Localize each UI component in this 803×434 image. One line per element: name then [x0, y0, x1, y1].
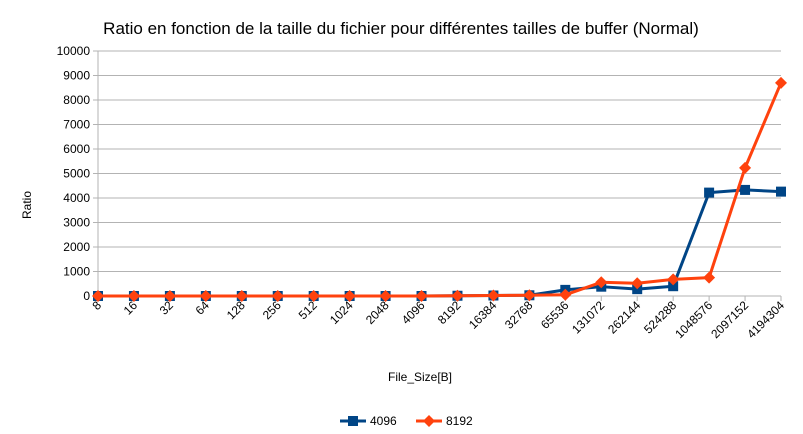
x-tick-label: 4194304 — [744, 298, 787, 341]
data-point-8192 — [235, 290, 248, 302]
data-point-8192 — [631, 277, 644, 290]
grid-lines — [93, 50, 781, 297]
data-point-8192 — [667, 273, 680, 286]
series-line-8192 — [98, 82, 783, 298]
chart-title: Ratio en fonction de la taille du fichie… — [103, 19, 699, 38]
legend: 4096 8192 — [340, 414, 473, 428]
x-tick-label: 512 — [296, 298, 320, 322]
x-tick-label: 1024 — [327, 298, 356, 327]
data-point-8192 — [451, 289, 464, 302]
x-axis-label: File_Size[B] — [388, 370, 452, 384]
legend-marker-8192 — [423, 415, 435, 427]
data-point-4096 — [740, 184, 751, 195]
y-tick-label: 7000 — [63, 118, 90, 132]
y-tick-label: 2000 — [63, 240, 90, 254]
x-tick-label: 262144 — [605, 298, 643, 336]
y-tick-label: 3000 — [63, 216, 90, 230]
data-point-8192 — [559, 288, 572, 301]
data-point-8192 — [523, 289, 536, 302]
data-point-8192 — [595, 276, 608, 289]
data-point-8192 — [415, 290, 428, 302]
legend-item-4096: 4096 — [340, 414, 397, 428]
x-tick-label: 256 — [260, 298, 284, 322]
data-point-8192 — [739, 161, 752, 174]
y-tick-label: 1000 — [63, 265, 90, 279]
x-tick-label: 65536 — [538, 298, 572, 332]
x-tick-label: 8192 — [435, 298, 464, 327]
y-axis-label: Ratio — [20, 191, 34, 219]
x-tick-label: 16384 — [466, 298, 500, 332]
data-point-8192 — [163, 290, 176, 302]
legend-marker-4096 — [348, 416, 358, 426]
x-tick-label: 131072 — [569, 298, 607, 336]
x-tick-label: 128 — [224, 298, 248, 322]
data-point-8192 — [775, 76, 787, 89]
legend-item-8192: 8192 — [416, 414, 473, 428]
y-tick-label: 5000 — [63, 167, 90, 181]
x-tick-labels: 8 16 32 64 128 256 512 1024 2048 4096 8192 16384 327… — [89, 298, 787, 341]
data-point-8192 — [271, 290, 284, 302]
data-point-8192 — [343, 290, 356, 302]
series-group — [92, 76, 787, 302]
series-8192 — [92, 76, 787, 302]
data-point-8192 — [307, 290, 320, 302]
data-point-4096 — [704, 187, 715, 198]
y-tick-label: 8000 — [63, 93, 90, 107]
y-tick-labels: 0 1000 2000 3000 4000 5000 6000 7000 8000 9000 100… — [57, 44, 91, 303]
x-tick-label: 4096 — [399, 298, 428, 327]
axes — [97, 51, 782, 301]
y-tick-label: 0 — [83, 289, 90, 303]
x-tick-label: 2097152 — [708, 298, 751, 341]
data-point-4096 — [668, 281, 679, 292]
data-point-8192 — [92, 290, 104, 302]
data-point-8192 — [703, 271, 716, 284]
legend-label-4096: 4096 — [370, 414, 397, 428]
x-tick-label: 1048576 — [672, 298, 715, 341]
y-tick-label: 9000 — [63, 69, 90, 83]
y-tick-label: 10000 — [57, 44, 91, 58]
x-tick-label: 32768 — [502, 298, 536, 332]
data-point-8192 — [127, 290, 140, 302]
data-point-4096 — [776, 186, 786, 197]
y-tick-label: 4000 — [63, 191, 90, 205]
y-tick-label: 6000 — [63, 142, 90, 156]
legend-label-8192: 8192 — [446, 414, 473, 428]
series-4096 — [93, 184, 786, 301]
x-tick-label: 2048 — [363, 298, 392, 327]
data-point-8192 — [199, 290, 212, 302]
data-point-8192 — [379, 290, 392, 302]
data-point-8192 — [487, 289, 500, 302]
